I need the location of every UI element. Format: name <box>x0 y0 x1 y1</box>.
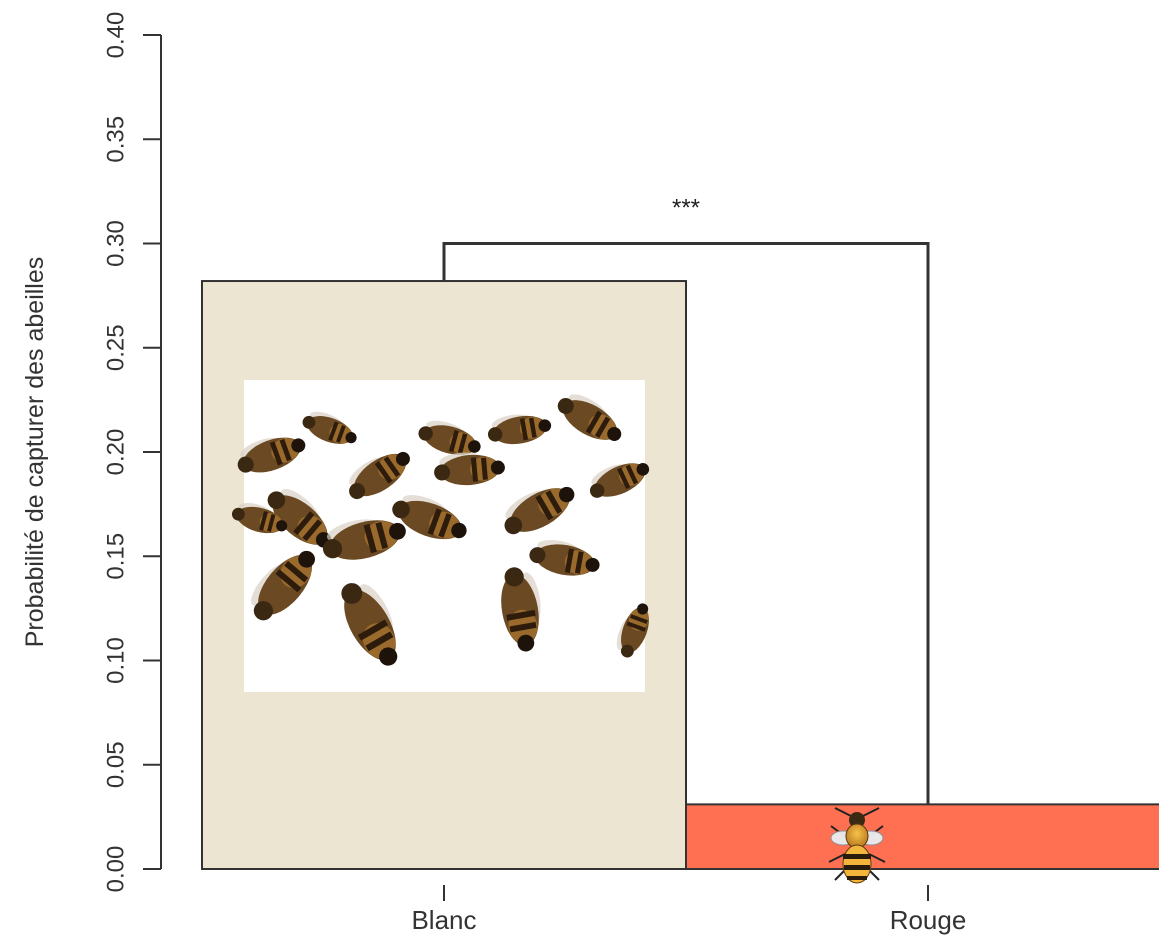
y-axis-label: Probabilité de capturer des abeilles <box>21 257 49 648</box>
bee-icon <box>828 807 886 884</box>
y-tick-label: 0.40 <box>102 12 129 59</box>
y-tick-label: 0.00 <box>102 846 129 893</box>
x-axis-ticks: Blanc Rouge <box>411 885 966 935</box>
y-tick-label: 0.10 <box>102 637 129 684</box>
y-tick-label: 0.20 <box>102 429 129 476</box>
x-tick-label-blanc: Blanc <box>411 905 476 935</box>
y-tick-label: 0.05 <box>102 741 129 788</box>
x-tick-label-rouge: Rouge <box>890 905 967 935</box>
bar-rouge <box>685 803 1159 870</box>
dead-bees-photo <box>231 380 650 692</box>
significance-bracket-line <box>442 242 930 805</box>
y-tick-label: 0.30 <box>102 220 129 267</box>
y-tick-label: 0.25 <box>102 324 129 371</box>
significance-bracket <box>442 242 930 805</box>
y-axis-ticks: 0.00 0.05 0.10 0.15 0.20 0.25 0.30 0.35 0.40 <box>102 12 161 893</box>
y-tick-label: 0.15 <box>102 533 129 580</box>
significance-label: *** <box>672 195 700 222</box>
y-tick-label: 0.35 <box>102 116 129 163</box>
